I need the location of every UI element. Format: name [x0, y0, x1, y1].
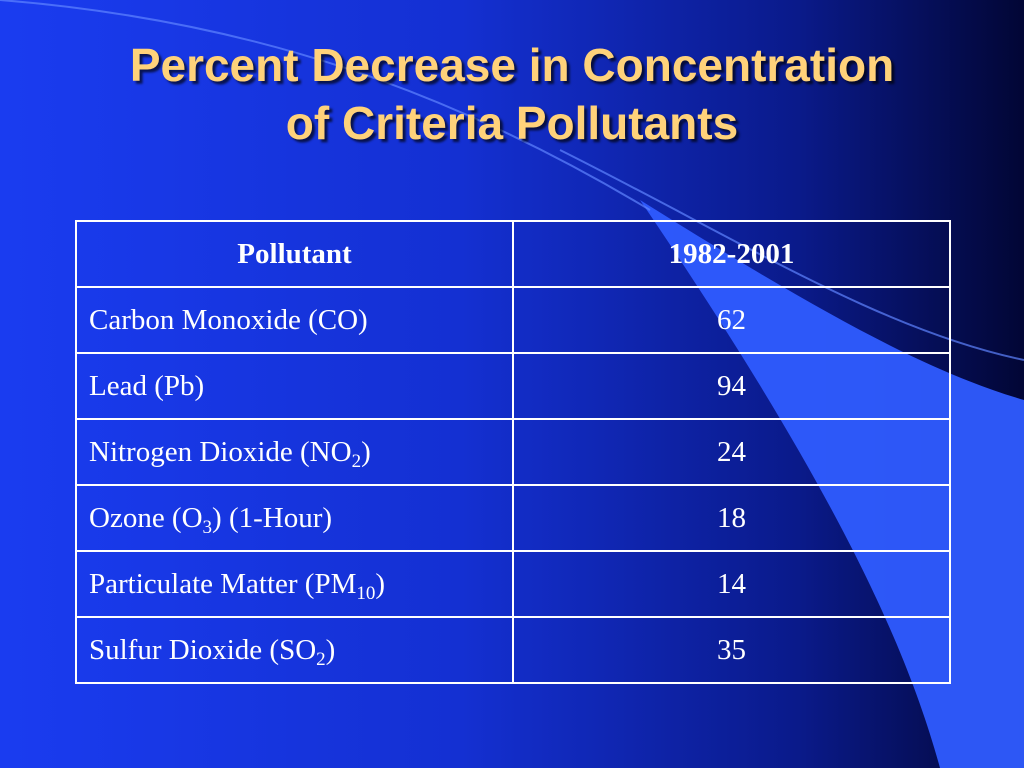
pollutant-name: Sulfur Dioxide (SO: [89, 633, 317, 666]
pollutant-name-cell: Ozone (O3) (1-Hour): [75, 484, 514, 552]
pollutant-name-cell: Particulate Matter (PM10): [75, 550, 514, 618]
table-row: Lead (Pb) 94: [75, 352, 951, 420]
percent-decrease-cell: 35: [512, 616, 951, 684]
slide-title-line-2: of Criteria Pollutants: [285, 97, 739, 149]
slide-title-line-1: Percent Decrease in Concentration: [129, 39, 895, 91]
pollutant-subscript: 2: [351, 450, 362, 472]
percent-decrease-cell: 18: [512, 484, 951, 552]
table-row: Sulfur Dioxide (SO2) 35: [75, 616, 951, 684]
table-row: Nitrogen Dioxide (NO2) 24: [75, 418, 951, 486]
percent-decrease-cell: 14: [512, 550, 951, 618]
pollutant-subscript: 2: [316, 648, 326, 670]
pollutant-name-cell: Lead (Pb): [75, 352, 514, 420]
percent-decrease-cell: 24: [512, 418, 951, 486]
slide-title: Percent Decrease in Concentration of Cri…: [0, 36, 1024, 152]
pollutant-name-cell: Sulfur Dioxide (SO2): [75, 616, 514, 684]
pollutant-name-cell: Nitrogen Dioxide (NO2): [75, 418, 514, 486]
pollutant-table-container: Pollutant 1982-2001 Carbon Monoxide (CO)…: [75, 220, 951, 684]
pollutant-name: Nitrogen Dioxide (NO: [89, 435, 352, 468]
pollutant-name-cell: Carbon Monoxide (CO): [75, 286, 514, 354]
table-row: Particulate Matter (PM10) 14: [75, 550, 951, 618]
pollutant-subscript: 10: [356, 582, 376, 604]
pollutant-name: Particulate Matter (PM: [89, 567, 357, 600]
pollutant-name-suffix: ) (1-Hour): [212, 501, 333, 534]
percent-decrease-cell: 94: [512, 352, 951, 420]
pollutant-subscript: 3: [202, 516, 213, 538]
table-row: Ozone (O3) (1-Hour) 18: [75, 484, 951, 552]
pollutant-table: Pollutant 1982-2001 Carbon Monoxide (CO)…: [75, 220, 951, 684]
table-header-row: Pollutant 1982-2001: [75, 220, 951, 288]
pollutant-name-suffix: ): [325, 633, 336, 666]
header-period: 1982-2001: [512, 220, 951, 288]
percent-decrease-cell: 62: [512, 286, 951, 354]
pollutant-name: Lead (Pb): [89, 369, 205, 402]
pollutant-name-suffix: ): [361, 435, 371, 468]
pollutant-name-suffix: ): [375, 567, 386, 600]
table-row: Carbon Monoxide (CO) 62: [75, 286, 951, 354]
pollutant-name: Ozone (O: [89, 501, 203, 534]
header-pollutant: Pollutant: [75, 220, 514, 288]
pollutant-name: Carbon Monoxide (CO): [89, 303, 368, 336]
